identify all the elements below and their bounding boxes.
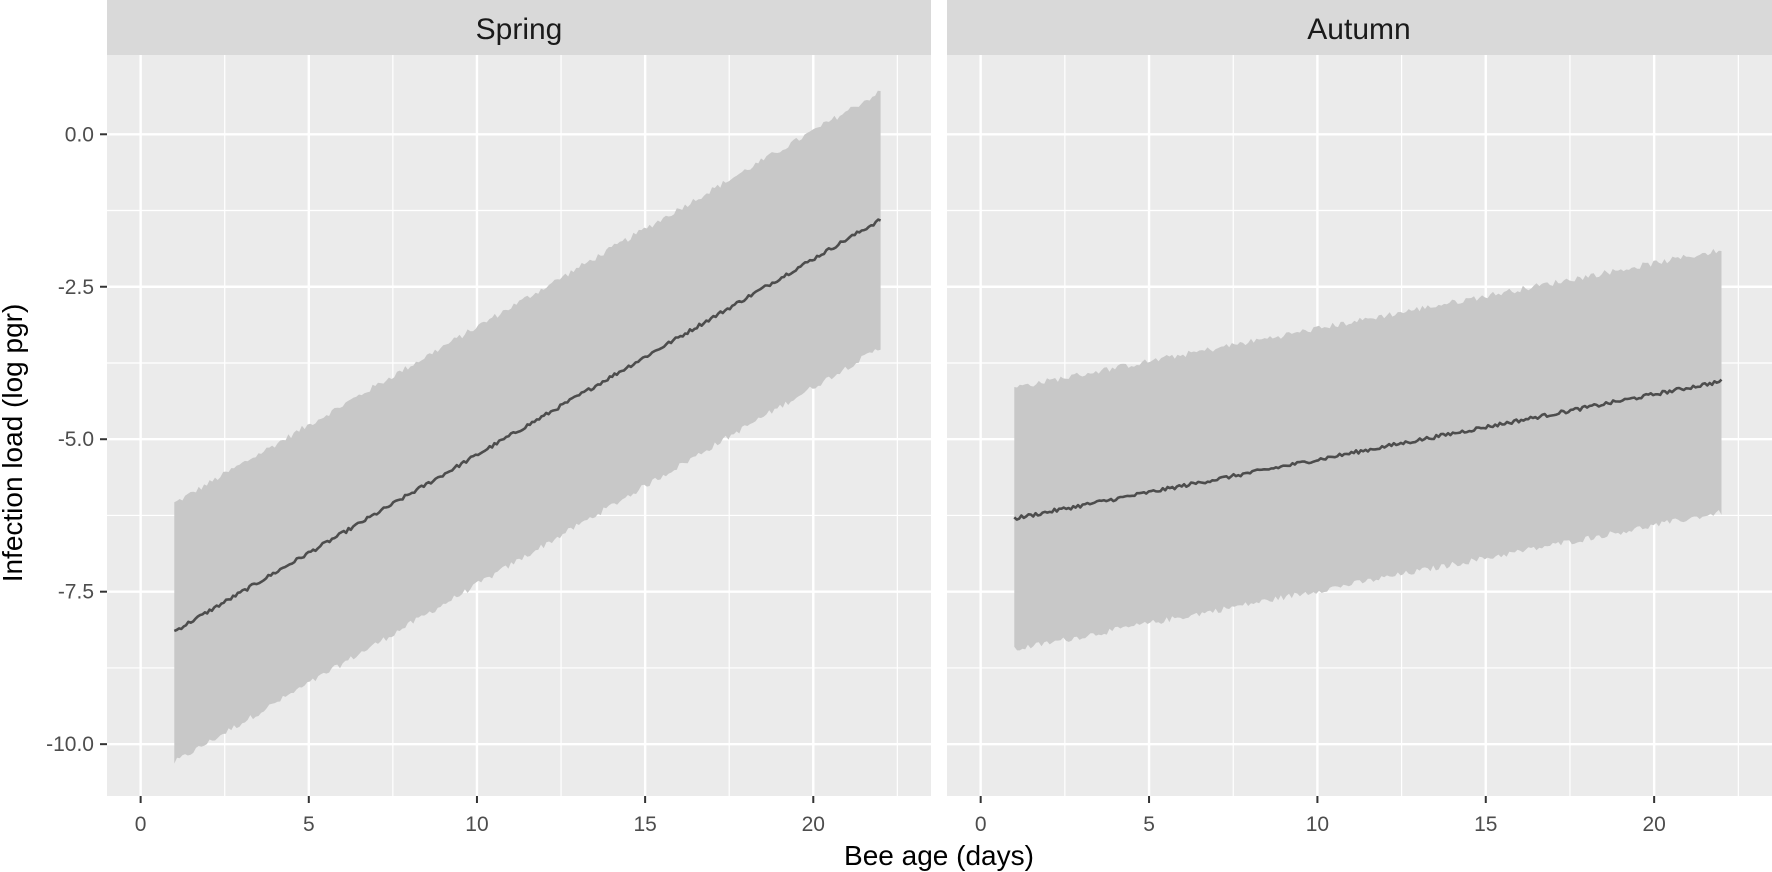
fitted-line [1013, 378, 1723, 521]
autumn-strip [947, 0, 1772, 55]
spring-strip [107, 0, 931, 55]
y-axis: 0.0 -2.5 -5.0 -7.5 -10.0 [46, 123, 107, 756]
x-tick-label: 0 [135, 813, 147, 836]
confidence-ribbon [174, 90, 881, 764]
y-tick-label: 0.0 [65, 123, 94, 146]
x-axis-title: Bee age (days) [844, 840, 1034, 871]
y-axis-title: Infection load (log pgr) [0, 304, 28, 583]
spring-x-axis: 0 5 10 15 20 [135, 796, 825, 836]
y-tick-label: -2.5 [58, 276, 94, 299]
x-tick-label: 0 [975, 813, 987, 836]
autumn-panel: Autumn 0 5 10 15 20 [947, 0, 1772, 836]
y-tick-label: -5.0 [58, 428, 94, 451]
x-tick-label: 15 [1474, 813, 1497, 836]
spring-line-layer [173, 218, 882, 633]
x-tick-label: 10 [465, 813, 488, 836]
spring-strip-label: Spring [476, 13, 563, 46]
x-tick-label: 15 [633, 813, 656, 836]
y-tick-label: -7.5 [58, 581, 94, 604]
x-tick-label: 20 [802, 813, 825, 836]
autumn-strip-label: Autumn [1307, 13, 1410, 46]
spring-ribbon-layer [174, 90, 881, 764]
x-tick-label: 20 [1642, 813, 1665, 836]
x-tick-label: 5 [303, 813, 315, 836]
x-tick-label: 5 [1143, 813, 1155, 836]
x-tick-label: 10 [1306, 813, 1329, 836]
autumn-line-layer [1013, 378, 1723, 521]
fitted-line [173, 218, 882, 633]
y-tick-label: -10.0 [46, 733, 94, 756]
spring-panel: Spring 0 5 10 15 20 [107, 0, 931, 836]
autumn-x-axis: 0 5 10 15 20 [975, 796, 1666, 836]
